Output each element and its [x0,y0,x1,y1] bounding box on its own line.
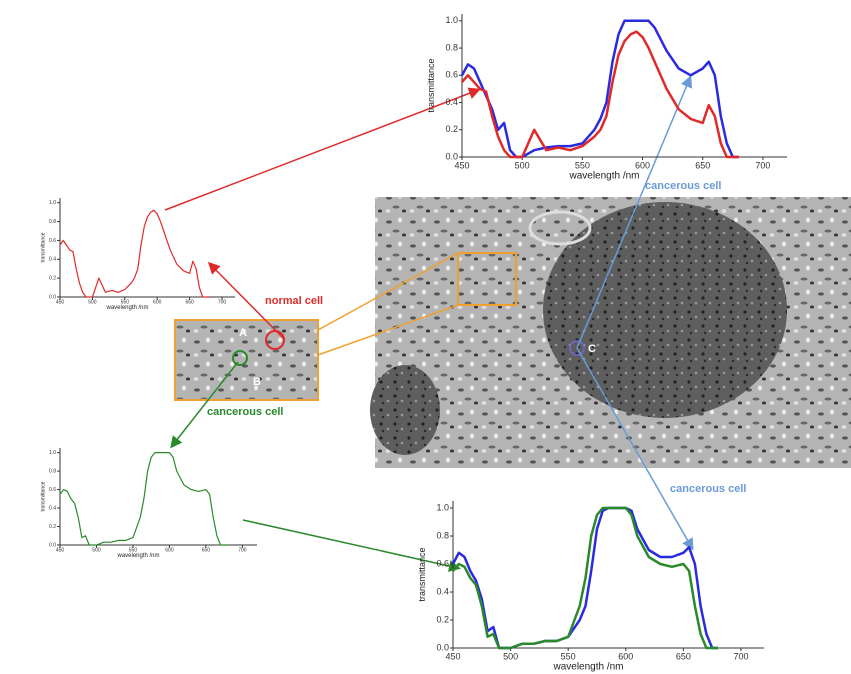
x-tick-label: 650 [202,547,211,553]
x-tick-label: 700 [238,547,247,553]
x-axis-label: wavelength /nm [116,553,159,559]
x-tick-label: 500 [92,547,101,553]
x-tick-label: 550 [561,651,576,661]
x-tick-label: 700 [755,160,770,170]
x-tick-label: 450 [454,160,469,170]
y-tick-label: 0.8 [49,468,56,474]
series-line [60,210,209,297]
y-tick-label: 0.0 [436,642,449,652]
y-axis-label: transmittance [417,547,427,601]
x-tick-label: 550 [575,160,590,170]
x-axis-label: wavelength /nm [552,662,623,673]
y-tick-label: 0.0 [49,542,56,548]
y-tick-label: 0.8 [436,530,449,540]
x-tick-label: 450 [56,299,65,305]
x-tick-label: 700 [733,651,748,661]
y-tick-label: 0.4 [49,505,56,511]
x-tick-label: 500 [503,651,518,661]
x-tick-label: 650 [185,299,194,305]
x-axis-label: wavelength /nm [105,305,148,311]
series-line [462,21,739,157]
x-tick-label: 500 [88,299,97,305]
x-tick-label: 700 [218,299,227,305]
micrograph [370,197,851,468]
annotation: normal cell [265,295,323,307]
x-tick-label: 600 [153,299,162,305]
annotation: cancerous cell [670,483,746,495]
point-label: B [253,376,261,388]
x-axis-label: wavelength /nm [568,171,639,182]
y-tick-label: 0.0 [49,294,56,300]
y-tick-label: 0.6 [445,70,458,80]
x-tick-label: 600 [635,160,650,170]
y-tick-label: 1.0 [445,15,458,25]
y-axis-label: transmittance [426,58,436,112]
spectrum-chart: 450 500 550 600 650 700 0.0 0.2 0.4 0.6 0.8 1.0 wave… [417,501,764,673]
y-axis-label: transmittance [40,481,46,511]
y-axis-label: transmittance [40,232,46,262]
y-tick-label: 0.2 [49,524,56,530]
y-tick-label: 1.0 [49,450,56,456]
y-tick-label: 0.8 [445,42,458,52]
series-line [462,32,739,157]
point-label: A [239,327,247,339]
annotation: cancerous cell [645,180,721,192]
figure: normal cell cancerous cell cancerous cel… [0,0,851,674]
y-tick-label: 0.2 [436,614,449,624]
spectrum-chart: 450 500 550 600 650 700 0.0 0.2 0.4 0.6 0.8 1.0 wave… [426,14,787,182]
series-line [60,453,228,545]
y-tick-label: 0.0 [445,151,458,161]
y-tick-label: 1.0 [436,502,449,512]
x-tick-label: 450 [56,547,65,553]
x-tick-label: 600 [618,651,633,661]
y-tick-label: 0.2 [445,124,458,134]
x-tick-label: 650 [676,651,691,661]
y-tick-label: 0.4 [49,257,56,263]
y-tick-label: 0.2 [49,275,56,281]
y-tick-label: 1.0 [49,200,56,206]
point-label: C [588,343,596,355]
annotation: cancerous cell [207,406,283,418]
y-tick-label: 0.8 [49,219,56,225]
y-tick-label: 0.4 [436,586,449,596]
y-tick-label: 0.6 [49,238,56,244]
x-tick-label: 600 [165,547,174,553]
x-tick-label: 650 [695,160,710,170]
x-tick-label: 500 [515,160,530,170]
y-tick-label: 0.6 [49,487,56,493]
y-tick-label: 0.4 [445,97,458,107]
x-tick-label: 450 [445,651,460,661]
y-tick-label: 0.6 [436,558,449,568]
